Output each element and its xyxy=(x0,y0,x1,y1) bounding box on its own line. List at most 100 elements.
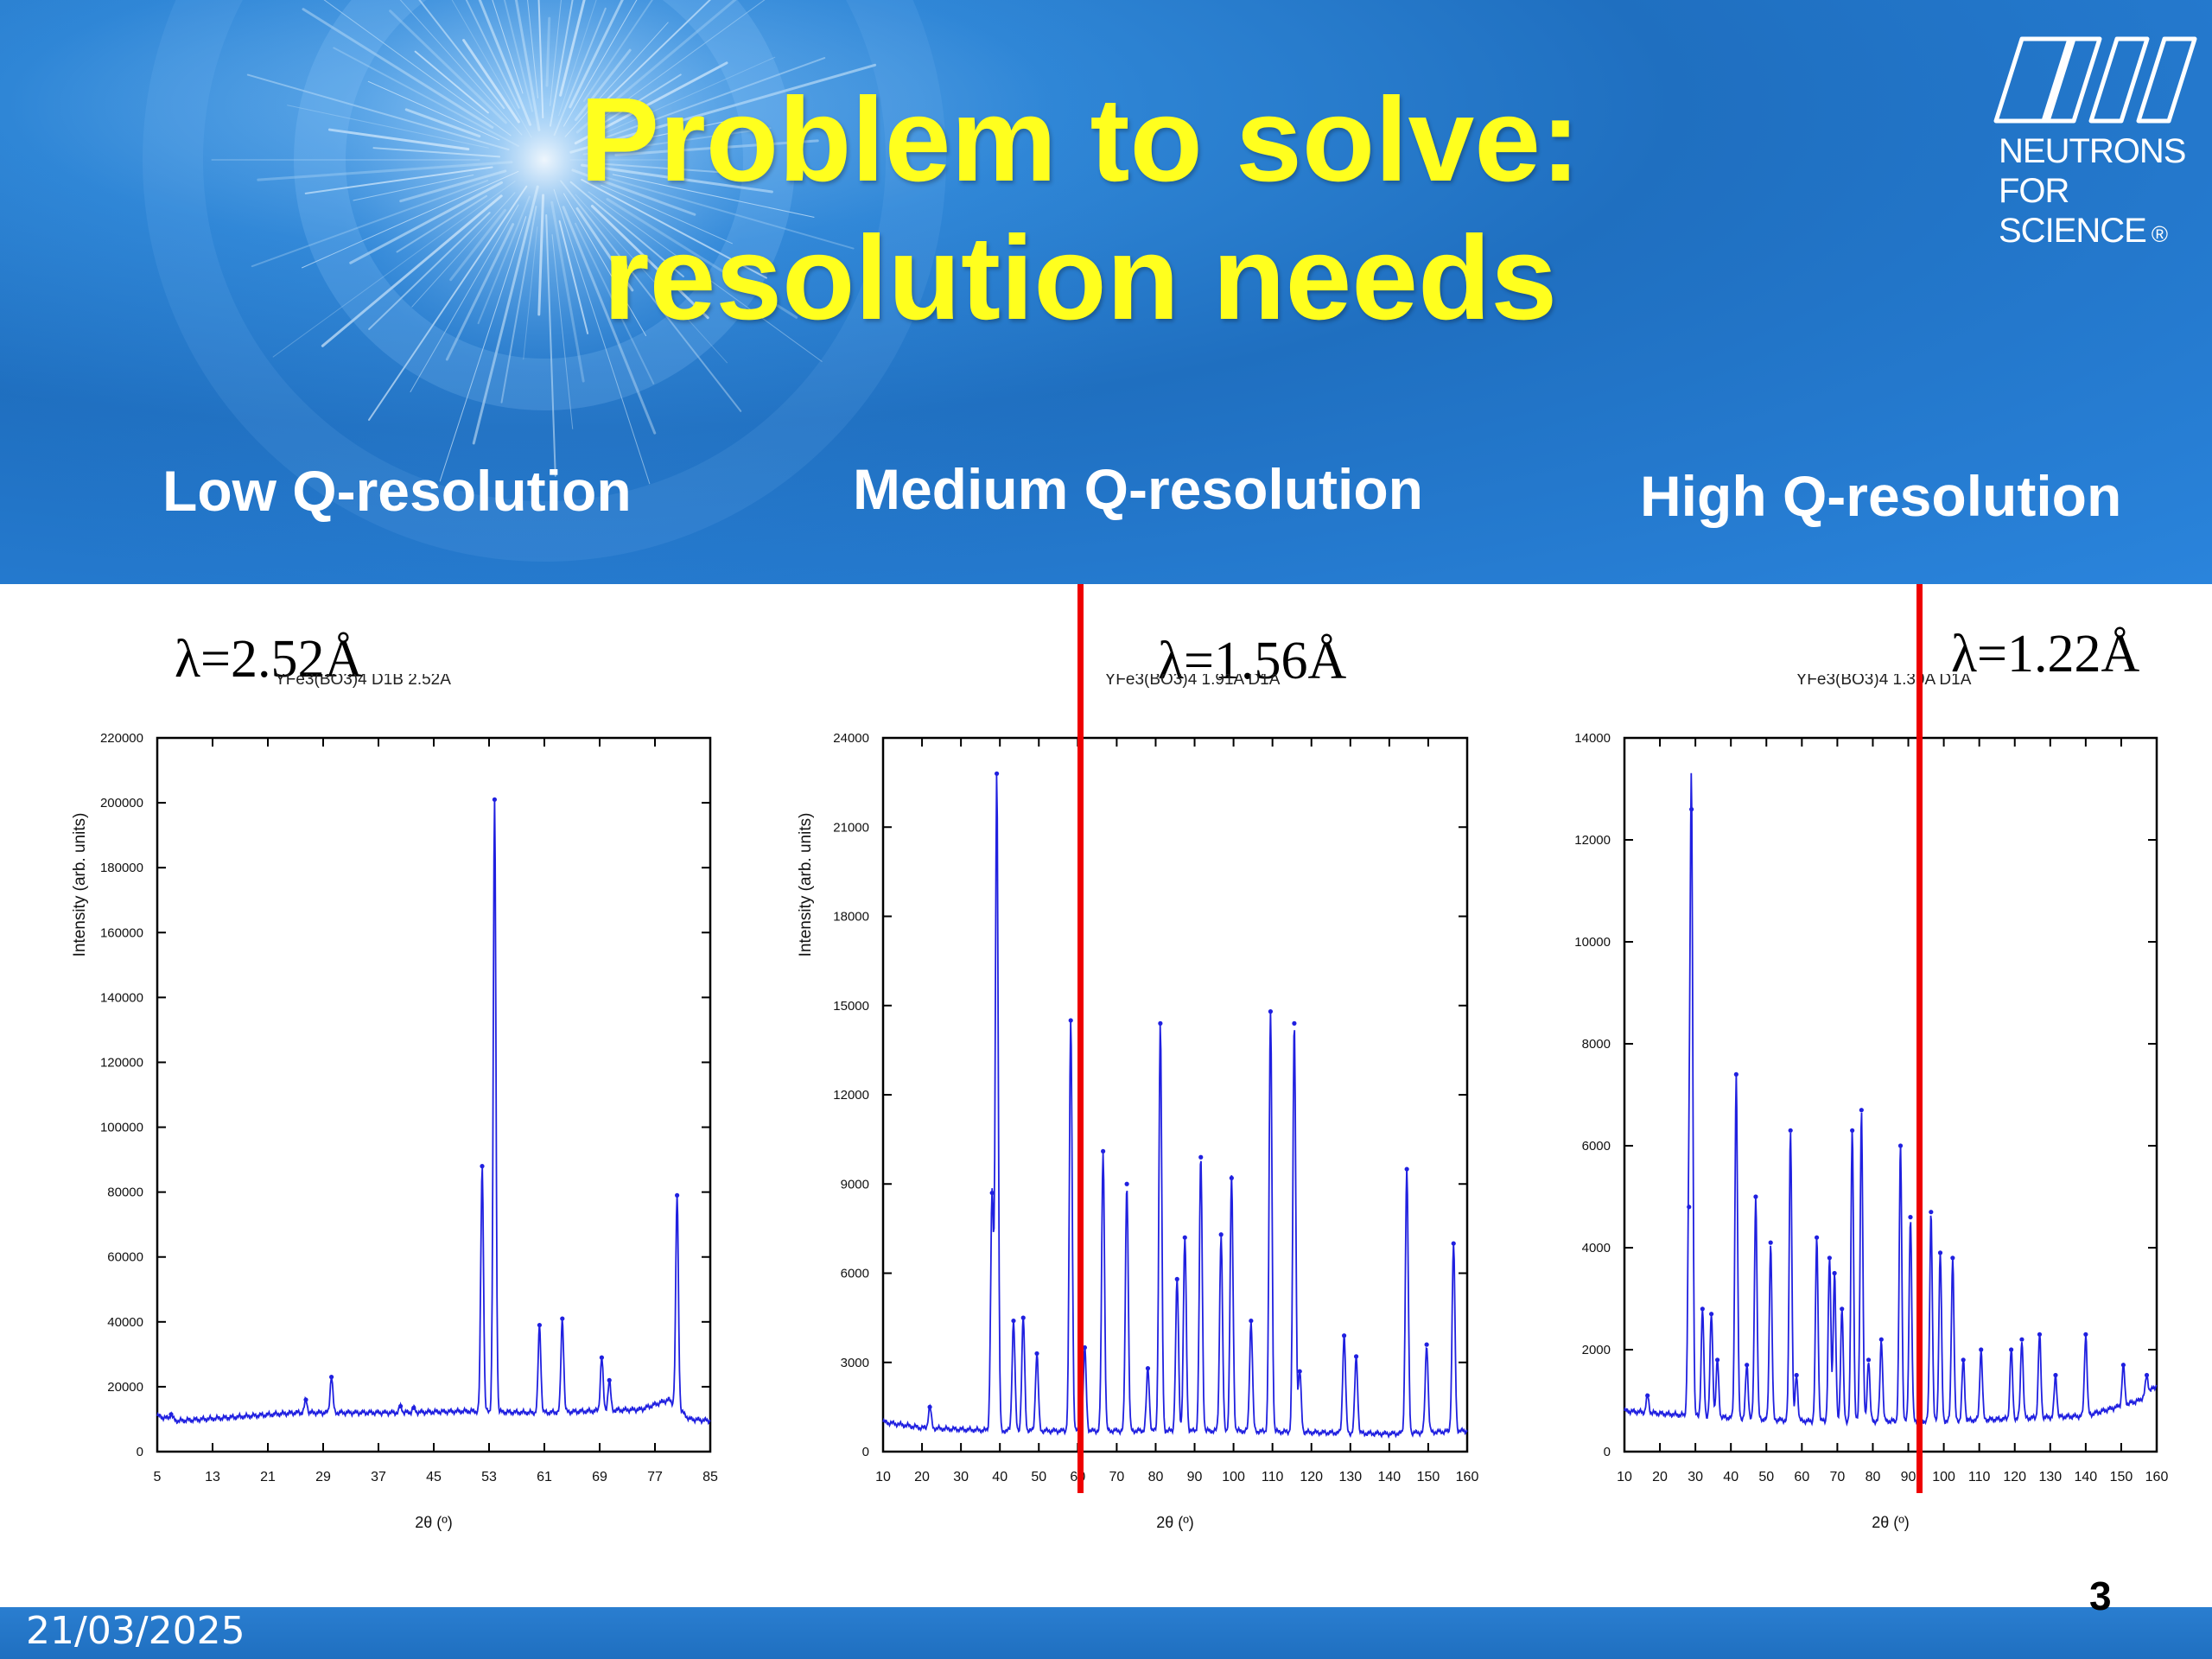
light-ray xyxy=(604,0,766,117)
light-ray xyxy=(591,172,855,250)
light-ray xyxy=(472,185,539,445)
peak-point xyxy=(1124,1181,1129,1186)
light-ray xyxy=(612,174,815,218)
y-tick-label: 6000 xyxy=(841,1267,869,1281)
light-ray xyxy=(304,166,493,194)
y-tick-label: 21000 xyxy=(833,820,869,835)
peak-point xyxy=(1794,1372,1799,1378)
light-ray xyxy=(606,198,798,319)
high-resolution-header: High Q-resolution xyxy=(1640,464,2122,528)
diffraction-series xyxy=(882,774,1468,1440)
peak-point xyxy=(2120,1363,2126,1368)
x-tick-label: 30 xyxy=(1688,1470,1703,1484)
peak-point xyxy=(1840,1306,1845,1312)
peak-point xyxy=(1814,1235,1820,1240)
x-tick-label: 5 xyxy=(154,1470,162,1484)
x-tick-label: 77 xyxy=(647,1470,663,1484)
x-tick-label: 40 xyxy=(1723,1470,1738,1484)
light-ray xyxy=(590,204,709,320)
x-tick-label: 50 xyxy=(1758,1470,1774,1484)
peak-point xyxy=(2144,1372,2150,1378)
peak-point xyxy=(411,1405,416,1410)
peak-point xyxy=(1218,1232,1224,1237)
peak-point xyxy=(1297,1369,1302,1374)
y-tick-label: 120000 xyxy=(100,1055,143,1070)
light-ray xyxy=(588,57,826,145)
title-line-2: resolution needs xyxy=(602,212,1558,345)
x-tick-label: 90 xyxy=(1187,1470,1203,1484)
x-tick-label: 70 xyxy=(1109,1470,1125,1484)
y-tick-label: 160000 xyxy=(100,925,143,940)
peak-point xyxy=(1404,1166,1409,1172)
light-ray xyxy=(503,0,533,112)
x-tick-label: 40 xyxy=(992,1470,1007,1484)
light-ray xyxy=(551,234,574,429)
x-tick-label: 110 xyxy=(1968,1470,1991,1484)
x-tick-label: 21 xyxy=(260,1470,276,1484)
chart-title: YFe3(BO3)4 D1B 2.52A xyxy=(275,674,451,689)
y-tick-label: 180000 xyxy=(100,861,143,875)
x-tick-label: 80 xyxy=(1866,1470,1881,1484)
light-ray xyxy=(569,181,684,277)
peak-point xyxy=(168,1412,174,1417)
peak-point xyxy=(1198,1154,1204,1160)
y-tick-label: 100000 xyxy=(100,1121,143,1135)
y-tick-label: 12000 xyxy=(833,1088,869,1103)
light-ray xyxy=(478,0,532,126)
light-ray xyxy=(563,0,638,127)
light-ray xyxy=(246,73,510,151)
light-ray xyxy=(537,0,544,119)
peak-point xyxy=(1866,1357,1872,1363)
light-ray xyxy=(445,223,515,361)
slide-header: Problem to solve: resolution needs Low Q… xyxy=(0,0,2212,584)
light-ray xyxy=(302,8,494,129)
logo-line-1: NEUTRONS xyxy=(1999,132,2186,170)
y-tick-label: 200000 xyxy=(100,796,143,810)
y-tick-label: 6000 xyxy=(1582,1139,1611,1154)
x-tick-label: 80 xyxy=(1148,1470,1164,1484)
x-tick-label: 10 xyxy=(1617,1470,1632,1484)
light-ray xyxy=(601,184,733,245)
x-tick-label: 120 xyxy=(1300,1470,1323,1484)
light-ray xyxy=(462,39,520,124)
peak-point xyxy=(492,797,497,802)
peak-point xyxy=(480,1164,485,1169)
peak-point xyxy=(989,1190,995,1196)
light-ray xyxy=(575,194,728,364)
plot-frame xyxy=(156,736,712,1453)
peak-point xyxy=(1174,1276,1179,1281)
x-tick-label: 53 xyxy=(481,1470,497,1484)
chart-high-resolution: YFe3(BO3)4 1.39A D1A 10 20 30 40 50 60 70 80 90 10… xyxy=(1574,674,2168,1531)
low-resolution-header: Low Q-resolution xyxy=(162,459,632,523)
light-ray xyxy=(500,206,537,404)
light-ray xyxy=(574,222,655,385)
peak-point xyxy=(1979,1347,1984,1352)
light-ray xyxy=(465,0,520,109)
peak-point xyxy=(1753,1194,1758,1199)
y-tick-label: 80000 xyxy=(107,1185,143,1200)
peak-point xyxy=(994,771,1000,776)
x-tick-label: 20 xyxy=(914,1470,930,1484)
light-ray xyxy=(410,204,519,392)
light-ray xyxy=(582,127,772,156)
chart-title: YFe3(BO3)4 1.91A D1A xyxy=(1105,674,1281,689)
x-tick-label: 130 xyxy=(1338,1470,1362,1484)
peak-point xyxy=(2053,1372,2058,1378)
y-axis-label: Intensity (arb. units) xyxy=(797,813,815,957)
light-ray xyxy=(368,212,491,330)
y-tick-label: 10000 xyxy=(1574,935,1611,950)
peak-point xyxy=(560,1316,565,1321)
light-ray xyxy=(404,108,481,138)
resolution-marker-line xyxy=(1077,584,1084,1493)
peak-point xyxy=(537,1322,543,1328)
peak-point xyxy=(1733,1071,1738,1077)
peak-point xyxy=(1827,1255,1832,1261)
wavelength-high: λ=1.22Å xyxy=(1951,625,2140,683)
ill-logo xyxy=(1993,36,2197,124)
light-ray xyxy=(251,179,489,268)
light-ray xyxy=(563,193,646,337)
slide-date: 21/03/2025 xyxy=(26,1609,245,1653)
page-number: 3 xyxy=(2089,1573,2112,1618)
logo-line-2: FOR SCIENCE xyxy=(1999,172,2147,250)
light-burst-graphic xyxy=(0,0,2212,584)
